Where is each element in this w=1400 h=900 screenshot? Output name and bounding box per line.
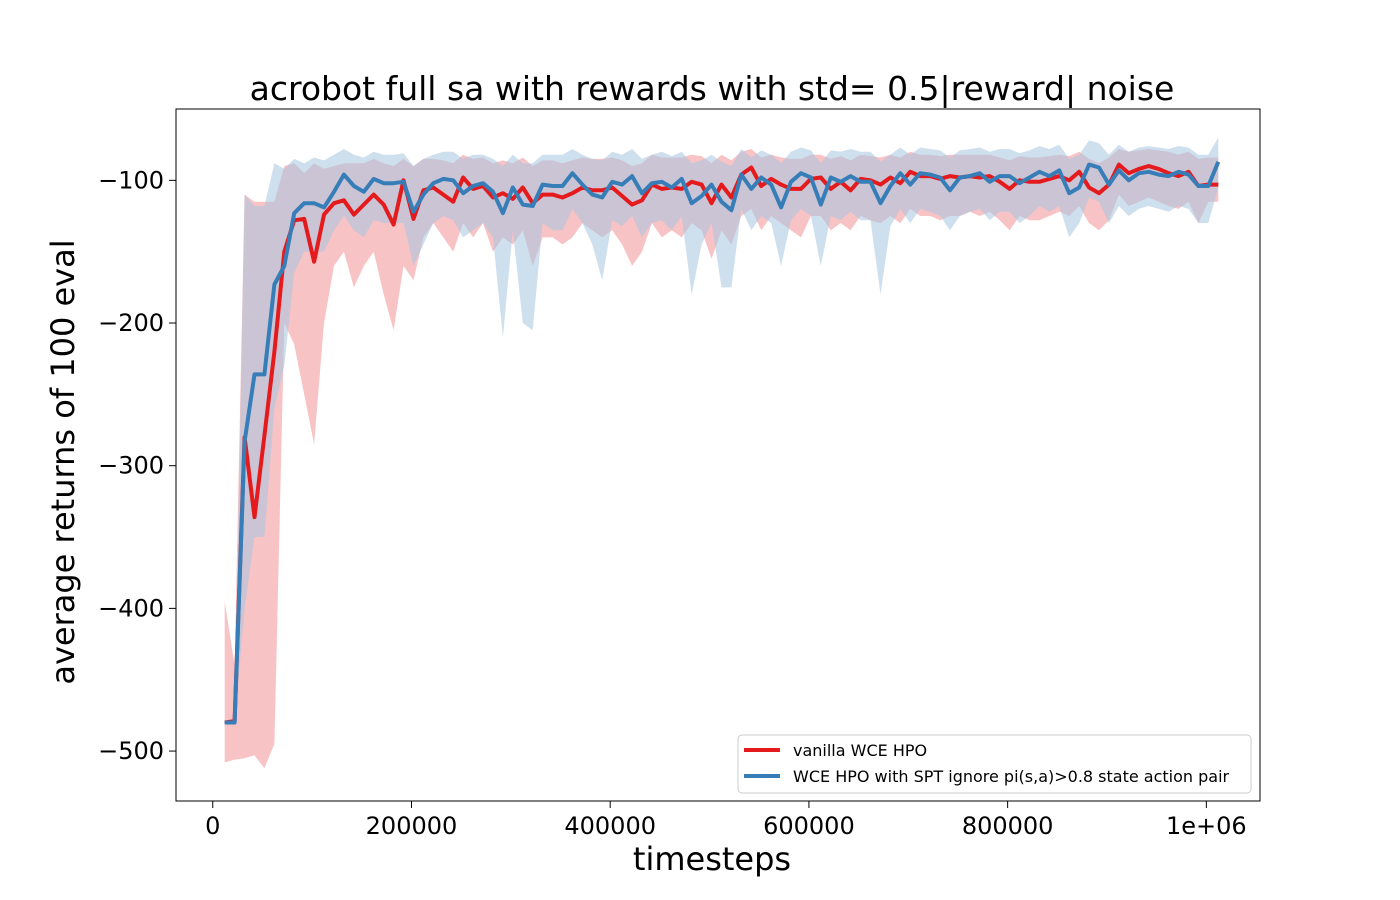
- legend: vanilla WCE HPO WCE HPO with SPT ignore …: [737, 734, 1252, 794]
- x-tick-label: 600000: [763, 812, 855, 840]
- series-lines: [224, 161, 1221, 725]
- chart-title: acrobot full sa with rewards with std= 0…: [250, 69, 1175, 108]
- legend-label-spt: WCE HPO with SPT ignore pi(s,a)>0.8 stat…: [793, 767, 1230, 786]
- legend-box: [737, 734, 1252, 794]
- line-series-0: [224, 162, 1219, 725]
- y-tick-label: −300: [98, 452, 164, 480]
- y-axis-ticks: −100 −200 −300 −400 −500: [98, 166, 176, 765]
- x-tick-label: 200000: [366, 812, 458, 840]
- legend-label-vanilla: vanilla WCE HPO: [793, 741, 927, 760]
- x-axis-label: timesteps: [633, 840, 791, 878]
- x-axis-ticks: 0 200000 400000 600000 800000 1e+06: [205, 801, 1247, 840]
- line-series-1: [224, 161, 1221, 725]
- y-tick-label: −200: [98, 309, 164, 337]
- band-series-1: [224, 137, 1219, 723]
- x-tick-label: 0: [205, 812, 220, 840]
- plot-area: [175, 108, 1261, 802]
- y-axis-label: average returns of 100 eval: [44, 239, 82, 684]
- y-tick-label: −100: [98, 166, 164, 194]
- confidence-bands: [224, 137, 1219, 769]
- x-tick-label: 400000: [564, 812, 656, 840]
- y-tick-label: −500: [98, 737, 164, 765]
- x-tick-label: 1e+06: [1166, 812, 1247, 840]
- y-tick-label: −400: [98, 594, 164, 622]
- x-tick-label: 800000: [962, 812, 1054, 840]
- plot-frame: [175, 108, 1261, 802]
